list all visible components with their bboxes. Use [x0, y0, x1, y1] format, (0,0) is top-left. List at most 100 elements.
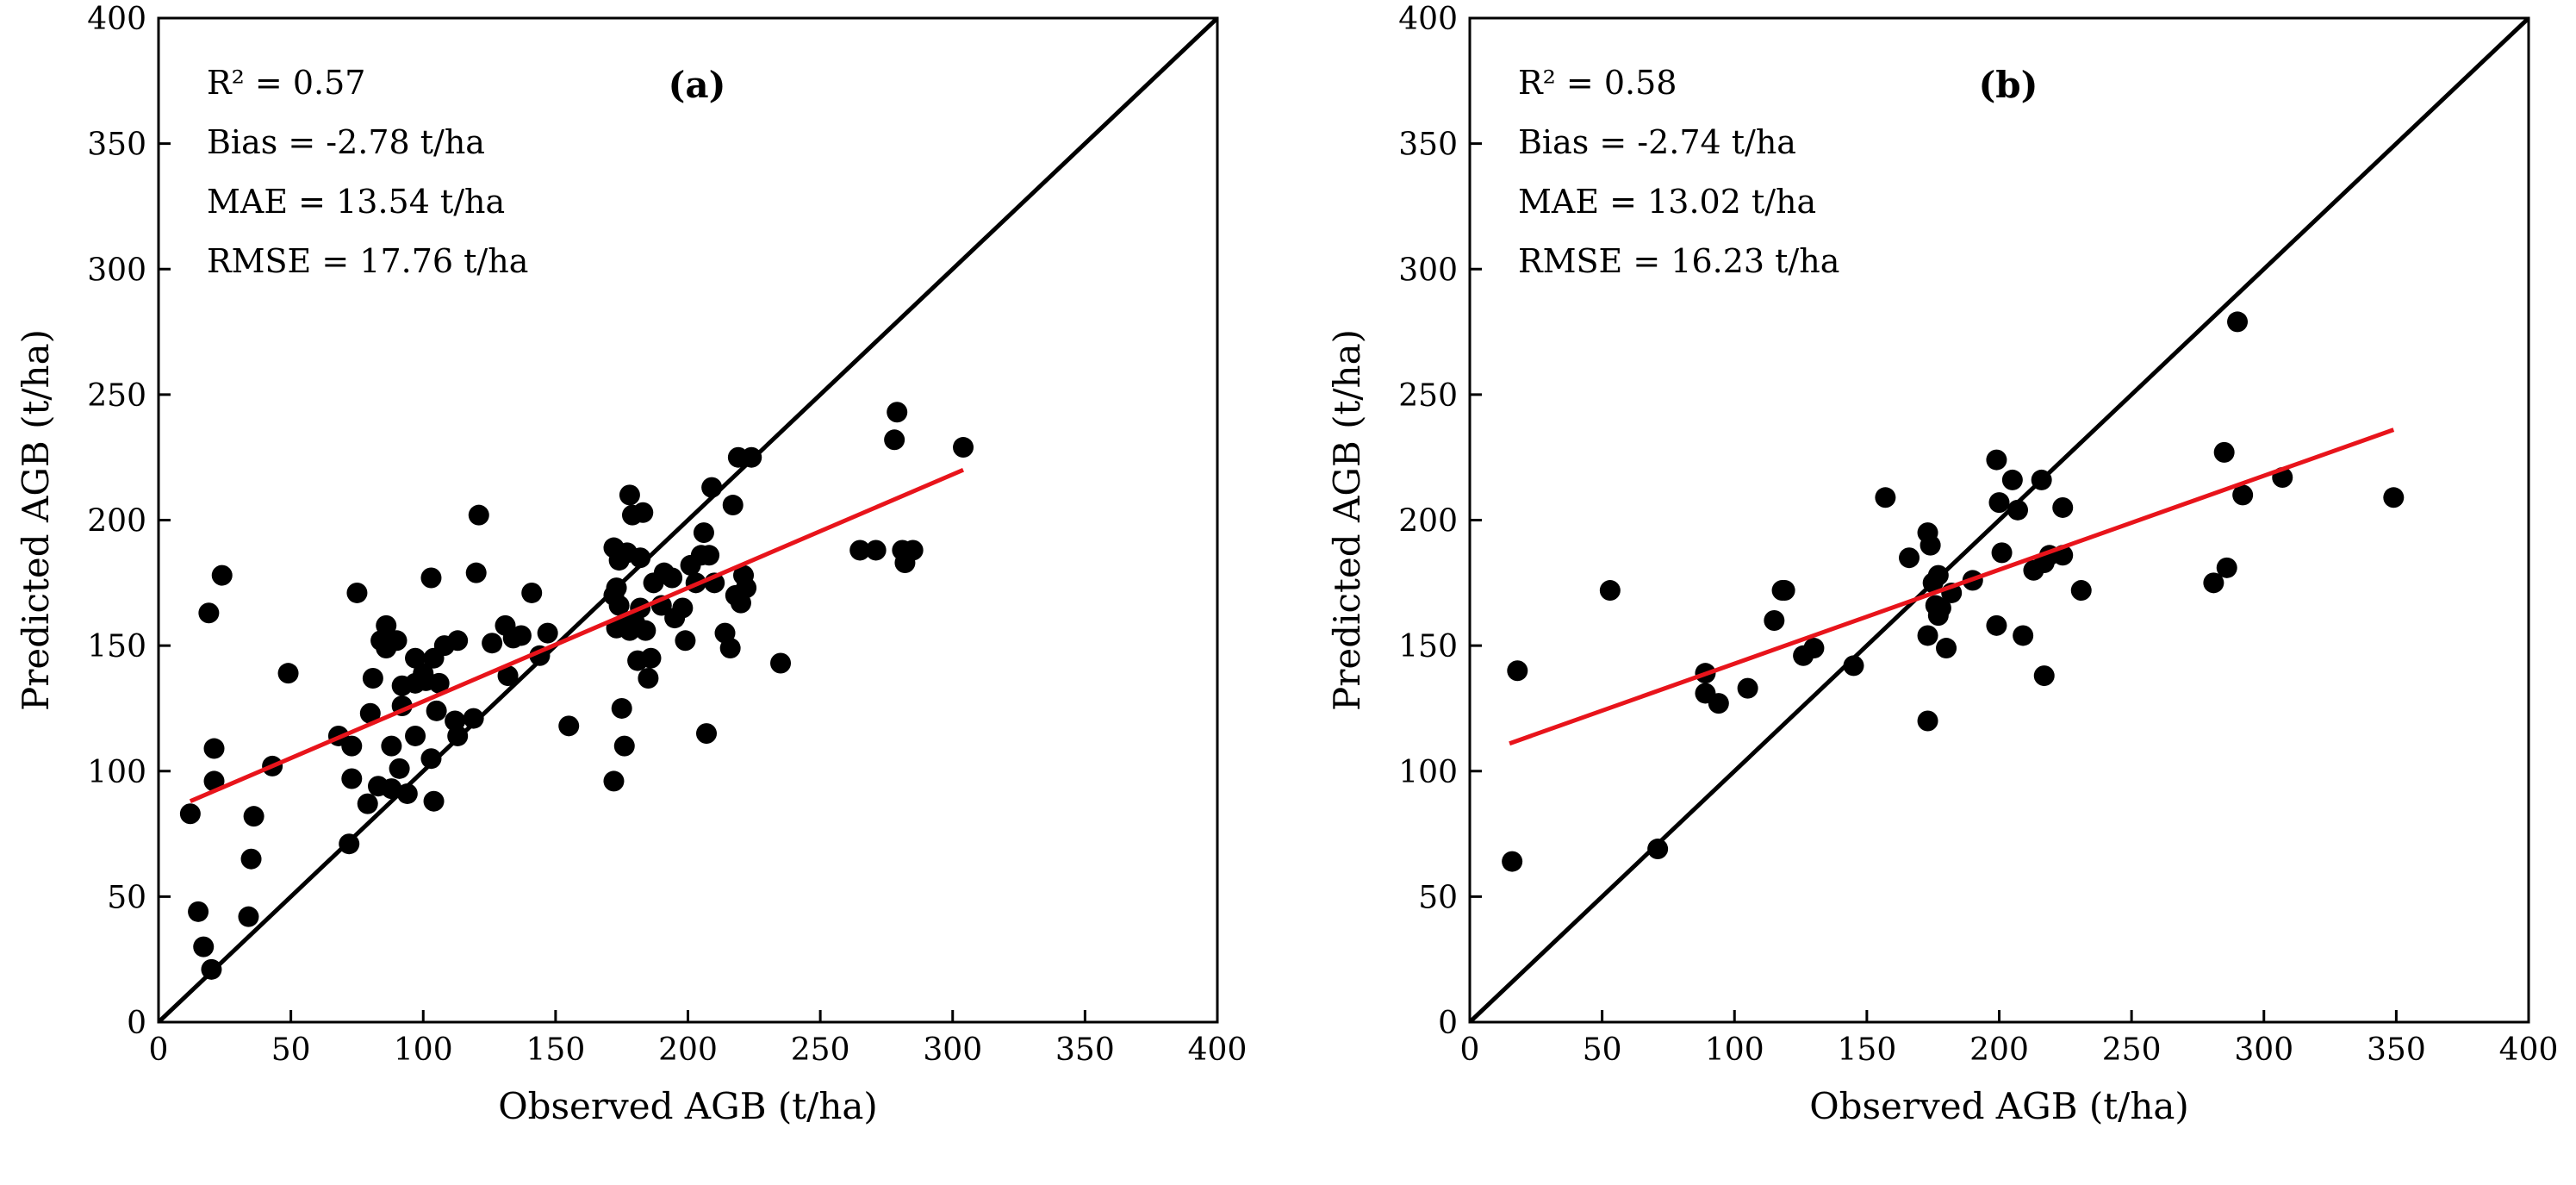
data-point [672, 597, 694, 619]
data-point [381, 778, 402, 800]
x-tick-label: 100 [1705, 1032, 1764, 1068]
data-point [1917, 710, 1938, 732]
data-point [447, 725, 469, 746]
data-point [2031, 469, 2052, 490]
data-point [2001, 469, 2023, 490]
x-axis-title: Observed AGB (t/ha) [498, 1085, 878, 1127]
stat-annotation: R² = 0.58 [1518, 64, 1677, 102]
one-to-one-line [1470, 18, 2529, 1022]
data-point [389, 758, 410, 779]
x-tick-label: 200 [1969, 1032, 2029, 1068]
data-point [1737, 677, 1758, 699]
y-axis-title: Predicted AGB (t/ha) [1326, 329, 1368, 711]
data-point [2052, 496, 2074, 518]
data-point [2232, 484, 2254, 506]
data-point [203, 738, 225, 759]
data-point [211, 564, 233, 586]
data-point [198, 602, 220, 624]
x-tick-label: 300 [923, 1032, 982, 1068]
x-tick-label: 150 [526, 1032, 586, 1068]
data-point [606, 577, 627, 599]
data-point [638, 667, 659, 689]
data-point [238, 906, 259, 927]
data-point [2213, 441, 2235, 463]
y-tick-label: 0 [1438, 1006, 1458, 1041]
y-tick-label: 0 [127, 1006, 146, 1041]
data-point [381, 735, 402, 757]
data-point [1843, 655, 1864, 677]
data-point [463, 708, 484, 729]
data-point [884, 429, 905, 451]
data-point [630, 547, 651, 569]
data-point [386, 630, 408, 652]
y-tick-label: 400 [87, 2, 146, 37]
stat-annotation: Bias = -2.74 t/ha [1518, 123, 1796, 161]
y-tick-label: 300 [1398, 253, 1458, 288]
data-point [1917, 625, 1938, 646]
data-point [701, 477, 723, 498]
y-tick-label: 200 [1398, 504, 1458, 539]
data-point [953, 437, 974, 458]
y-tick-label: 350 [1398, 128, 1458, 163]
data-point [203, 770, 225, 792]
data-point [699, 545, 720, 566]
y-tick-label: 50 [1418, 880, 1458, 915]
data-point [482, 633, 503, 654]
x-tick-label: 200 [658, 1032, 718, 1068]
data-point [376, 614, 397, 636]
data-point [1647, 839, 1669, 860]
data-point [741, 446, 762, 468]
data-point [2203, 572, 2224, 594]
data-point [865, 539, 887, 561]
stat-annotation: RMSE = 17.76 t/ha [207, 242, 528, 280]
data-point [849, 539, 871, 561]
panel-b: 0 50 100 150 200 250 300 350 400 0 50 100 150 200 250 3… [1326, 2, 2558, 1127]
fit-line [189, 467, 965, 803]
data-point [428, 672, 450, 694]
data-point [722, 495, 744, 516]
data-point [179, 803, 201, 825]
data-point [362, 667, 383, 689]
data-point [1936, 638, 1957, 659]
data-point [341, 768, 363, 789]
data-point [201, 958, 222, 980]
y-tick-label: 250 [87, 378, 146, 414]
data-point [341, 735, 363, 757]
data-point [1803, 638, 1825, 659]
y-tick-label: 150 [1398, 629, 1458, 664]
data-point [2033, 665, 2055, 687]
data-point [537, 622, 558, 644]
data-point [693, 522, 714, 544]
data-point [1708, 693, 1729, 714]
data-point [619, 484, 640, 506]
data-point [887, 402, 908, 423]
data-point [339, 833, 360, 855]
data-point [1764, 610, 1785, 631]
data-point [2007, 499, 2029, 521]
data-point [608, 595, 630, 616]
data-point [2013, 625, 2034, 646]
data-point [468, 504, 489, 526]
y-tick-label: 350 [87, 128, 146, 163]
x-tick-label: 50 [271, 1032, 311, 1068]
data-point [770, 652, 792, 674]
data-point [662, 567, 683, 589]
x-tick-label: 250 [2102, 1032, 2162, 1068]
y-tick-label: 250 [1398, 378, 1458, 414]
data-point [2070, 580, 2092, 602]
y-tick-label: 200 [87, 504, 146, 539]
data-point [1927, 564, 1949, 586]
data-point [1986, 449, 2007, 471]
data-point [521, 582, 543, 603]
scatter-points [1502, 311, 2405, 872]
y-tick-label: 50 [107, 880, 146, 915]
data-point [1991, 542, 2013, 564]
stat-annotation: MAE = 13.02 t/ha [1518, 183, 1816, 221]
data-point [613, 735, 635, 757]
x-tick-label: 350 [2367, 1032, 2426, 1068]
data-point [1599, 580, 1621, 602]
data-point [426, 700, 447, 721]
data-point [2227, 311, 2249, 333]
data-point [1507, 660, 1528, 682]
data-point [359, 702, 381, 724]
